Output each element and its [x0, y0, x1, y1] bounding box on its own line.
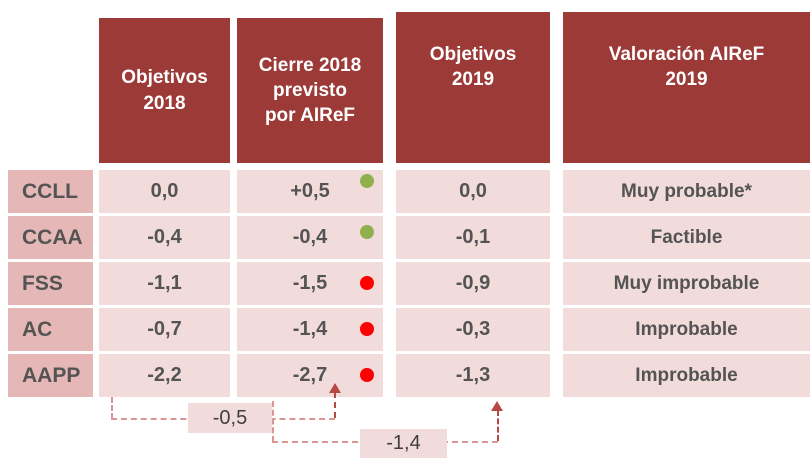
cell-cierre2018-fss-value: -1,5 — [292, 272, 328, 294]
cell-valoracion-fss: Muy improbable — [563, 262, 810, 305]
cell-valoracion-aapp: Improbable — [563, 354, 810, 397]
cell-cierre2018-aapp-value: -2,7 — [292, 364, 328, 386]
arrow1-up-segment — [334, 392, 336, 418]
cell-objetivos2018-ccaa: -0,4 — [99, 216, 230, 259]
status-dot-red-icon — [360, 368, 374, 382]
cell-valoracion-ccll: Muy probable* — [563, 170, 810, 213]
annotation-label-delta-0-5: -0,5 — [188, 403, 272, 433]
cell-cierre2018-ccll: +0,5 — [237, 170, 383, 213]
status-dot-green-icon — [360, 225, 374, 239]
cell-cierre2018-fss: -1,5 — [237, 262, 383, 305]
cell-objetivos2018-ac: -0,7 — [99, 308, 230, 351]
status-dot-red-icon — [360, 276, 374, 290]
status-dot-red-icon — [360, 322, 374, 336]
cell-objetivos2018-aapp: -2,2 — [99, 354, 230, 397]
arrow1-down-segment — [111, 397, 113, 419]
arrow2-up-segment — [497, 410, 499, 441]
row-label-fss: FSS — [8, 262, 93, 305]
arrow1-up-arrowhead-icon — [329, 383, 341, 393]
header-objetivos-2018: Objetivos 2018 — [99, 18, 230, 163]
cell-objetivos2018-ccll: 0,0 — [99, 170, 230, 213]
cell-cierre2018-ccaa-value: -0,4 — [292, 226, 328, 248]
cell-objetivos2019-ccll: 0,0 — [396, 170, 550, 213]
cell-objetivos2019-fss: -0,9 — [396, 262, 550, 305]
row-label-ccll: CCLL — [8, 170, 93, 213]
cell-cierre2018-ccaa: -0,4 — [237, 216, 383, 259]
cell-objetivos2019-aapp: -1,3 — [396, 354, 550, 397]
cell-objetivos2018-fss: -1,1 — [99, 262, 230, 305]
cell-valoracion-ccaa: Factible — [563, 216, 810, 259]
cell-cierre2018-ac: -1,4 — [237, 308, 383, 351]
arrow2-down-segment — [272, 401, 274, 442]
arrow2-up-arrowhead-icon — [491, 401, 503, 411]
cell-valoracion-ac: Improbable — [563, 308, 810, 351]
row-label-ac: AC — [8, 308, 93, 351]
row-label-ccaa: CCAA — [8, 216, 93, 259]
cell-cierre2018-aapp: -2,7 — [237, 354, 383, 397]
cell-cierre2018-ccll-value: +0,5 — [290, 180, 330, 202]
status-dot-green-icon — [360, 174, 374, 188]
annotation-label-delta-1-4: -1,4 — [360, 429, 447, 458]
cell-cierre2018-ac-value: -1,4 — [292, 318, 328, 340]
header-valoracion-airef-2019: Valoración AIReF 2019 — [563, 12, 810, 163]
header-cierre-2018-previsto: Cierre 2018 previsto por AIReF — [237, 18, 383, 163]
cell-objetivos2019-ac: -0,3 — [396, 308, 550, 351]
cell-objetivos2019-ccaa: -0,1 — [396, 216, 550, 259]
header-objetivos-2019: Objetivos 2019 — [396, 12, 550, 163]
row-label-aapp: AAPP — [8, 354, 93, 397]
